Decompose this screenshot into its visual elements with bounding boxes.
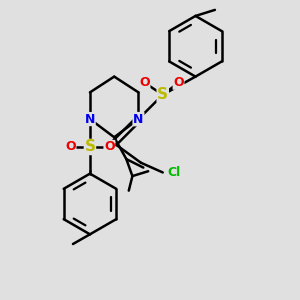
Text: N: N xyxy=(133,112,144,126)
Text: N: N xyxy=(85,112,95,126)
Text: S: S xyxy=(157,87,168,102)
Text: S: S xyxy=(84,140,95,154)
Text: O: O xyxy=(104,140,115,154)
Text: O: O xyxy=(139,76,150,89)
Text: O: O xyxy=(173,76,184,89)
Text: N: N xyxy=(133,112,144,126)
Text: Cl: Cl xyxy=(168,166,181,179)
Text: O: O xyxy=(65,140,76,154)
